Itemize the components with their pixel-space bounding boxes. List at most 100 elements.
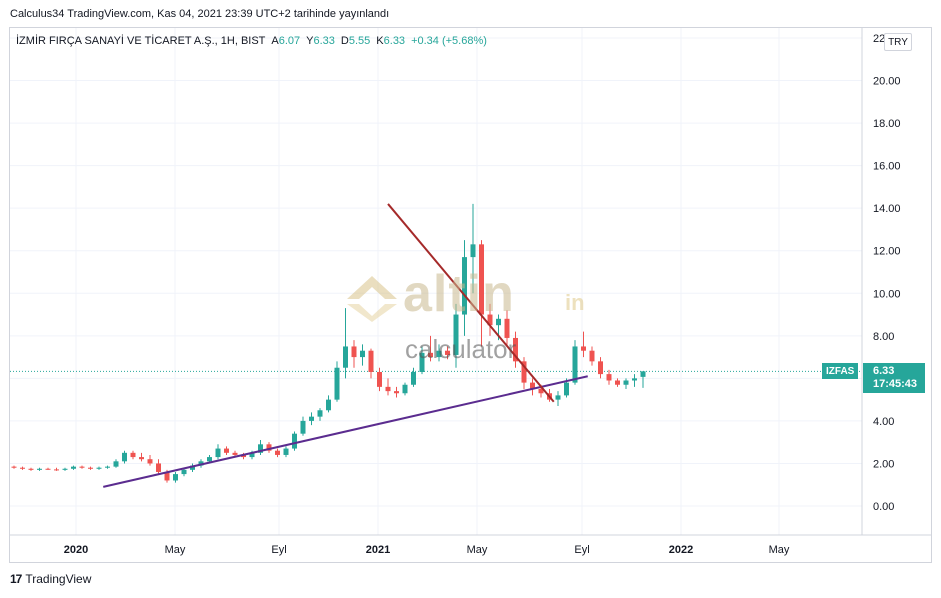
legend-change: +0.34 (+5.68%)	[411, 35, 487, 47]
y-tick-label: 20.00	[873, 76, 901, 88]
candle-body	[326, 399, 331, 411]
candle-body	[428, 352, 433, 358]
x-tick-label: 2021	[366, 544, 390, 556]
candle-body	[96, 467, 102, 469]
x-tick-label: May	[165, 544, 186, 556]
candle-body	[445, 350, 450, 355]
y-tick-label: 10.00	[873, 288, 901, 300]
footer: 17 TradingView	[10, 572, 91, 586]
candle-body	[581, 346, 586, 351]
bar-countdown: 17:45:43	[873, 378, 918, 390]
candle-body	[632, 378, 637, 381]
candle-body	[181, 469, 187, 475]
footer-brand[interactable]: TradingView	[25, 572, 92, 586]
candle-body	[62, 468, 68, 470]
candle-body	[343, 346, 348, 368]
candle-body	[300, 420, 306, 434]
candle-body	[241, 454, 246, 458]
candle-body	[368, 350, 374, 372]
candle-body	[615, 380, 620, 385]
x-tick-label: 2020	[64, 544, 88, 556]
candle-body	[37, 468, 42, 470]
candle-body	[479, 244, 484, 315]
candle-body	[360, 350, 365, 358]
candle-body	[79, 466, 85, 468]
candle-body	[521, 361, 527, 383]
resistance-trendline	[387, 203, 555, 403]
candle-body	[513, 337, 518, 362]
candle-body	[317, 410, 323, 417]
candle-body	[249, 452, 255, 458]
candle-body	[351, 346, 357, 358]
candle-body	[45, 468, 51, 470]
legend-symbol[interactable]: İZMİR FIRÇA SANAYİ VE TİCARET A.Ş., 1H, …	[16, 35, 266, 47]
candle-body	[589, 350, 595, 362]
candle-body	[487, 314, 493, 326]
candle-body	[164, 471, 170, 481]
candle-body	[54, 469, 59, 471]
candle-body	[292, 433, 297, 449]
candle-body	[88, 467, 93, 469]
candle-body	[402, 384, 408, 394]
candle-body	[623, 380, 629, 385]
candle-body	[470, 244, 476, 258]
candle-body	[555, 395, 561, 400]
candle-body	[173, 474, 178, 481]
candle-body	[394, 391, 399, 394]
candle-body	[258, 444, 263, 453]
y-tick-label: 0.00	[873, 501, 894, 513]
y-tick-label: 14.00	[873, 203, 901, 215]
support-trendline	[103, 375, 588, 488]
candle-body	[215, 448, 221, 458]
x-tick-label: Eyl	[574, 544, 589, 556]
candle-body	[130, 452, 136, 458]
legend-high-label: Y	[306, 35, 314, 47]
candle-body	[275, 450, 280, 455]
last-price-value: 6.33	[873, 365, 895, 377]
last-price-tag: 6.33 17:45:43	[863, 363, 925, 393]
legend-high-value: 6.33	[313, 35, 335, 47]
candle-body	[504, 318, 510, 338]
currency-button[interactable]: TRY	[884, 33, 912, 51]
candle-body	[334, 367, 340, 400]
legend-close-value: 6.33	[383, 35, 406, 47]
candle-body	[105, 466, 110, 468]
ohlc-legend: İZMİR FIRÇA SANAYİ VE TİCARET A.Ş., 1H, …	[16, 35, 487, 47]
candle-body	[436, 350, 442, 358]
chart-frame[interactable]	[9, 27, 932, 563]
candle-body	[122, 452, 127, 462]
published-header: Calculus34 TradingView.com, Kas 04, 2021…	[10, 8, 390, 20]
legend-open-label: A	[271, 35, 279, 47]
candle-body	[232, 452, 238, 455]
symbol-price-tag: IZFAS	[822, 363, 859, 379]
candle-body	[572, 346, 578, 383]
y-tick-label: 8.00	[873, 331, 894, 343]
candle-body	[147, 459, 153, 464]
candle-body	[11, 466, 17, 468]
candle-body	[377, 371, 382, 387]
legend-open-value: 6.07	[278, 35, 301, 47]
candle-body	[198, 461, 204, 466]
candle-body	[385, 386, 391, 392]
candle-body	[411, 371, 416, 385]
legend-low-value: 5.55	[348, 35, 371, 47]
tradingview-logo-icon: 17	[10, 572, 22, 586]
candle-body	[266, 444, 272, 451]
legend-close-label: K	[376, 35, 384, 47]
candle-body	[283, 448, 289, 455]
candle-body	[606, 374, 612, 381]
candle-body	[20, 467, 25, 469]
x-tick-label: Eyl	[271, 544, 286, 556]
candle-body	[224, 448, 229, 453]
candle-body	[71, 466, 76, 469]
x-tick-label: May	[769, 544, 790, 556]
candle-body	[309, 416, 314, 421]
y-tick-label: 16.00	[873, 161, 901, 173]
candle-body	[113, 461, 119, 467]
x-tick-label: 2022	[669, 544, 693, 556]
candle-body	[419, 352, 425, 372]
candle-body	[640, 371, 646, 377]
candle-body	[564, 382, 569, 396]
candle-body	[496, 318, 501, 326]
